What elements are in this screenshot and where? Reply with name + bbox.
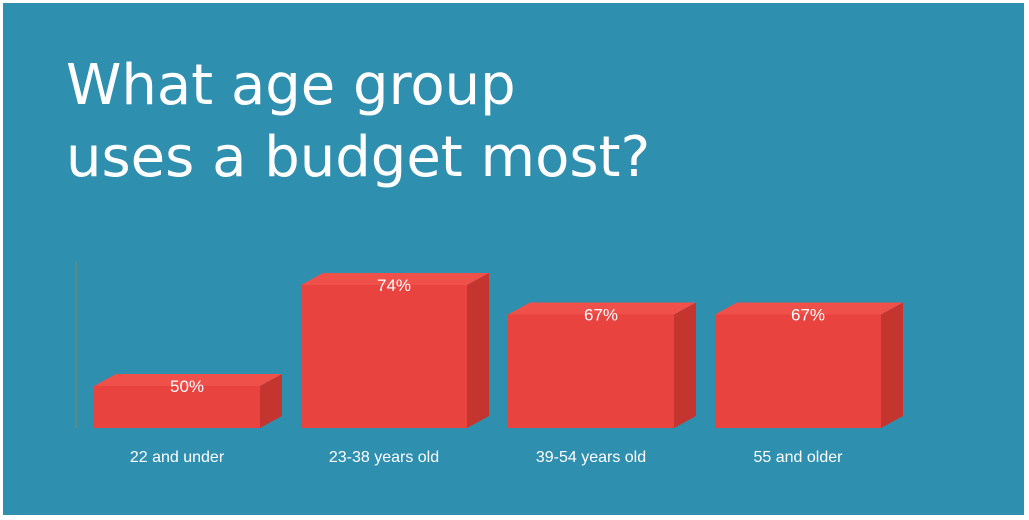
category-label-4: 55 and older [754, 449, 844, 466]
bar-top-face [715, 302, 903, 315]
bar-top-face [508, 302, 696, 315]
bar-side-face [674, 302, 696, 428]
value-label-4: 67% [791, 305, 825, 324]
category-label-3: 39-54 years old [536, 449, 646, 466]
value-label-2: 74% [377, 276, 411, 295]
bar-side-face [467, 273, 489, 428]
chart-title-line-1: What age group [66, 53, 516, 118]
bar-1 [94, 374, 282, 428]
bar-4 [715, 302, 903, 428]
value-label-3: 67% [584, 305, 618, 324]
bar-top-face [94, 374, 282, 386]
bar-2 [301, 273, 489, 428]
value-label-1: 50% [170, 377, 204, 396]
bar-front-face [508, 314, 674, 428]
bar-front-face [715, 314, 881, 428]
bars-group [94, 273, 903, 428]
bar-3 [508, 302, 696, 428]
bar-side-face [260, 374, 282, 428]
chart-title-line-2: uses a budget most? [66, 125, 651, 190]
labels-group: 50% 22 and under 74% 23-38 years old 67% 39-5… [130, 276, 843, 466]
category-label-2: 23-38 years old [329, 449, 439, 466]
chart-panel [3, 3, 1024, 515]
bar-top-face [301, 273, 489, 285]
chart-title: What age group uses a budget most? [66, 50, 866, 194]
category-label-1: 22 and under [130, 449, 225, 466]
bar-front-face [301, 285, 467, 428]
bar-side-face [881, 302, 903, 428]
bar-front-face [94, 386, 260, 428]
